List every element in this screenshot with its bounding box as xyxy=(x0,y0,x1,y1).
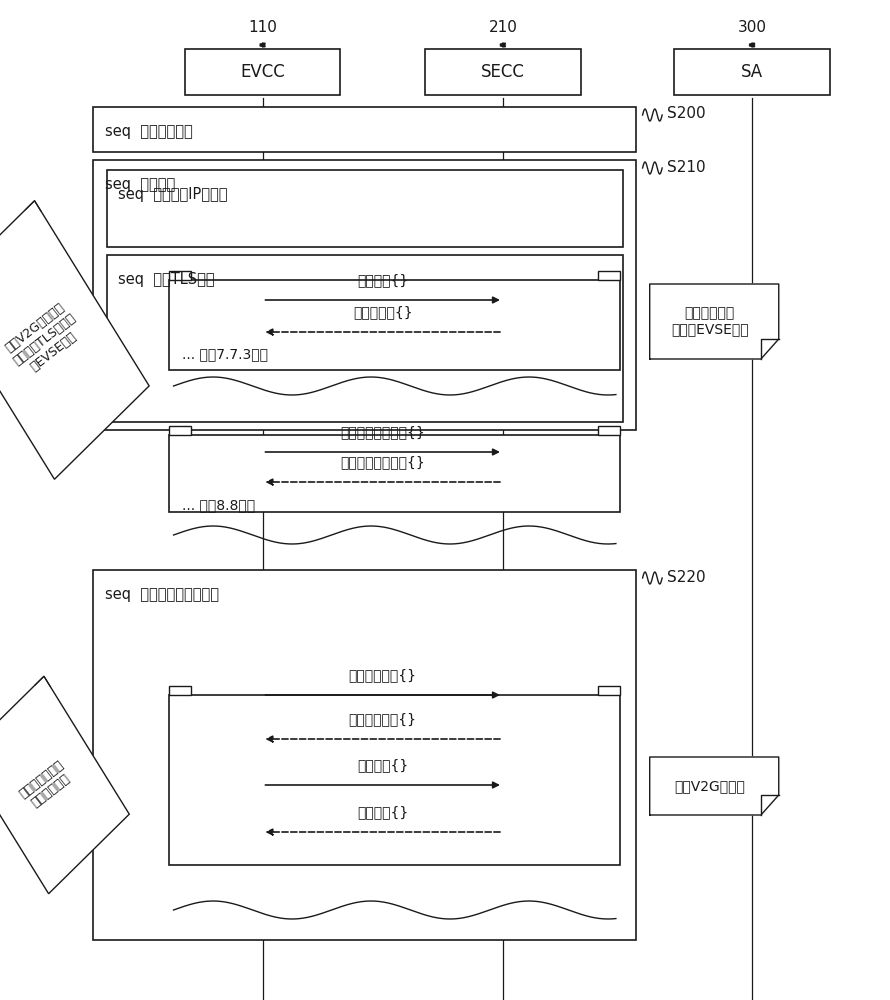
Text: 需要V2G根证书来
验证作为TLS服务器
的EVSE证书: 需要V2G根证书来 验证作为TLS服务器 的EVSE证书 xyxy=(2,300,87,380)
Bar xyxy=(93,160,636,430)
Text: 110: 110 xyxy=(248,20,277,35)
Text: seq  建立基于IP的连接: seq 建立基于IP的连接 xyxy=(118,187,228,202)
Bar xyxy=(598,271,620,280)
Text: 需要V2G根证书: 需要V2G根证书 xyxy=(675,779,745,793)
Text: SA: SA xyxy=(741,63,763,81)
Text: 服务器您好{}: 服务器您好{} xyxy=(353,305,412,319)
Bar xyxy=(598,686,620,695)
Bar xyxy=(107,255,623,422)
Bar xyxy=(93,570,636,940)
Text: 需要具有密钥和
链的合同证书: 需要具有密钥和 链的合同证书 xyxy=(17,758,76,812)
Text: EVCC: EVCC xyxy=(240,63,285,81)
Bar xyxy=(169,686,191,695)
Polygon shape xyxy=(0,676,129,894)
Polygon shape xyxy=(0,201,150,479)
Text: seq  开始充电过程: seq 开始充电过程 xyxy=(105,124,193,139)
Text: 识别细节请求{}: 识别细节请求{} xyxy=(349,668,417,682)
Text: 客户您好{}: 客户您好{} xyxy=(357,273,409,287)
Text: 300: 300 xyxy=(738,20,766,35)
Text: seq  通信建立: seq 通信建立 xyxy=(105,177,175,192)
Text: 识别细节响应{}: 识别细节响应{} xyxy=(349,712,417,726)
Polygon shape xyxy=(650,757,779,815)
Text: seq  建立TLS会话: seq 建立TLS会话 xyxy=(118,272,215,287)
Bar xyxy=(598,426,620,435)
Bar xyxy=(425,49,580,95)
Text: 授权响应{}: 授权响应{} xyxy=(357,805,409,819)
Text: S210: S210 xyxy=(668,159,706,174)
Text: 授权请求{}: 授权请求{} xyxy=(357,758,409,772)
Text: 支持应用协议请求{}: 支持应用协议请求{} xyxy=(340,425,425,439)
Bar xyxy=(169,280,620,370)
Bar xyxy=(185,49,340,95)
Bar xyxy=(169,426,191,435)
Text: SECC: SECC xyxy=(481,63,525,81)
Bar xyxy=(107,170,623,247)
Bar xyxy=(169,271,191,280)
Bar xyxy=(675,49,829,95)
Text: S220: S220 xyxy=(668,570,706,584)
Text: S200: S200 xyxy=(668,106,706,121)
Bar xyxy=(169,695,620,865)
Bar xyxy=(169,435,620,512)
Text: 需要具有密钥
和链的EVSE证书: 需要具有密钥 和链的EVSE证书 xyxy=(671,306,748,337)
Text: ... 根据7.7.3继续: ... 根据7.7.3继续 xyxy=(182,347,269,361)
Polygon shape xyxy=(650,284,779,359)
Text: 210: 210 xyxy=(489,20,517,35)
Text: 支持应用协议响应{}: 支持应用协议响应{} xyxy=(340,455,425,469)
Text: seq  识别、认证以及授权: seq 识别、认证以及授权 xyxy=(105,587,219,602)
Text: ... 根据8.8继续: ... 根据8.8继续 xyxy=(182,498,255,512)
Bar xyxy=(93,107,636,152)
